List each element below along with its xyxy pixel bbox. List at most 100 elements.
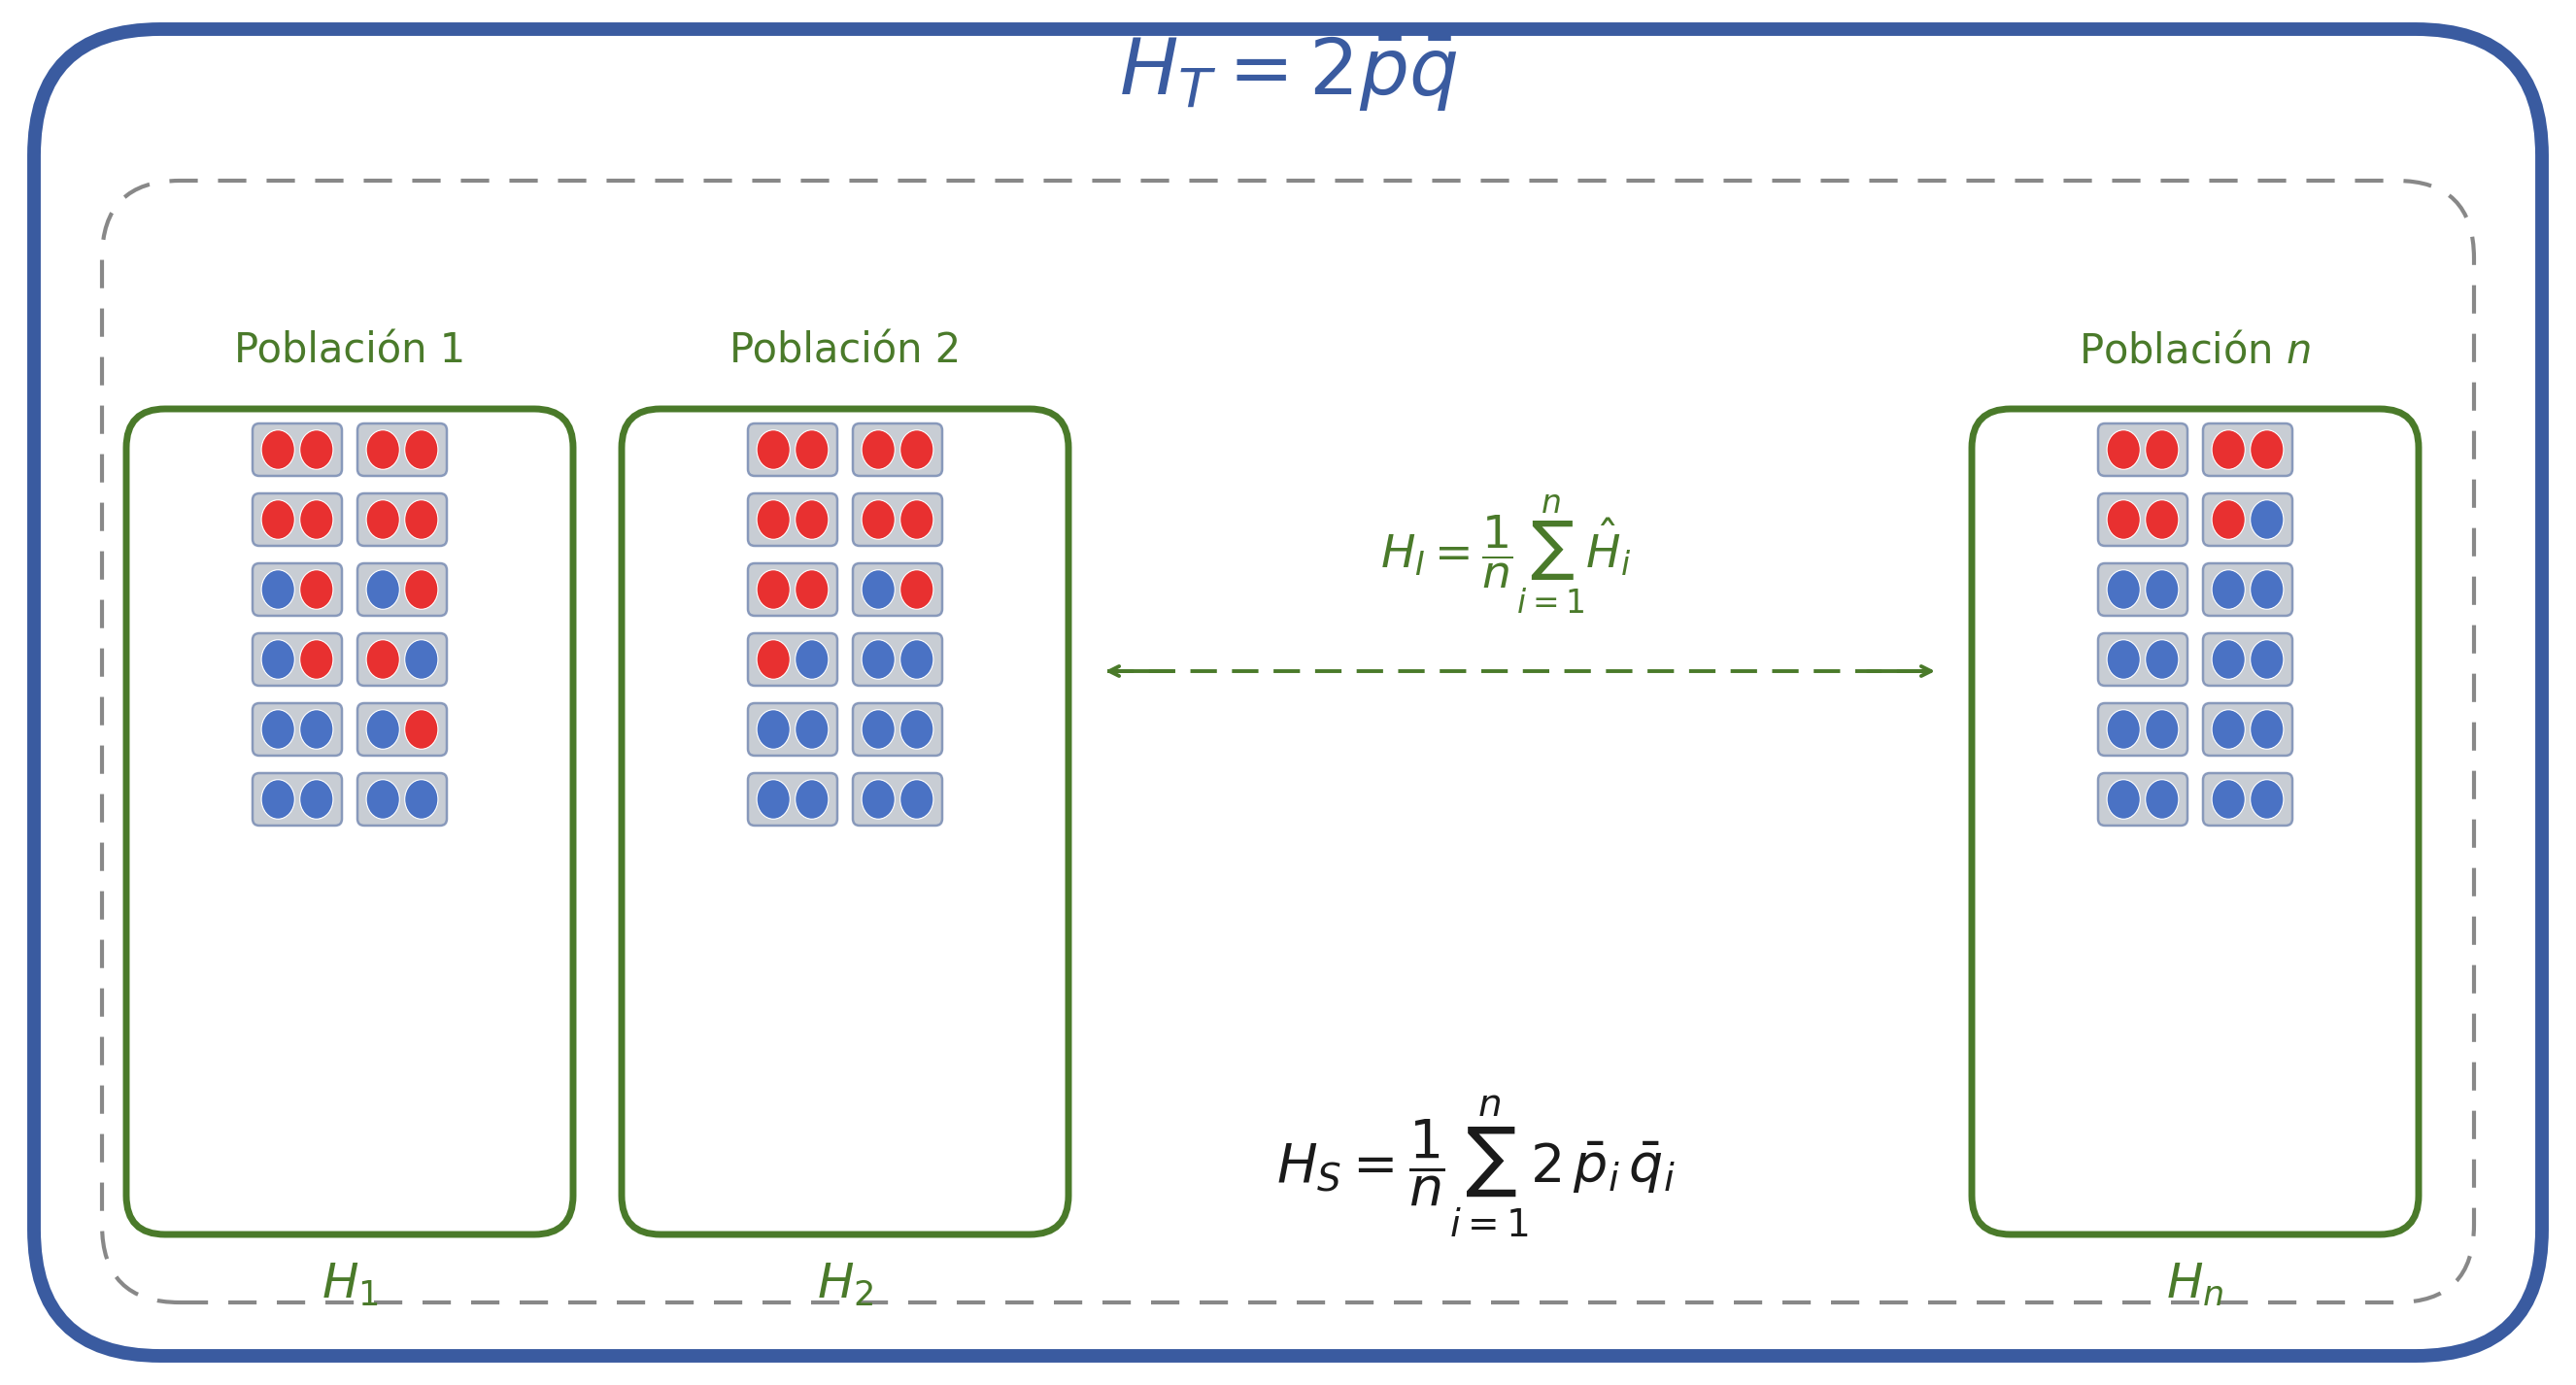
Ellipse shape xyxy=(2146,709,2179,749)
Text: $H_n$: $H_n$ xyxy=(2166,1262,2223,1309)
FancyBboxPatch shape xyxy=(2097,773,2187,825)
FancyBboxPatch shape xyxy=(252,564,343,616)
Ellipse shape xyxy=(899,709,933,749)
FancyBboxPatch shape xyxy=(747,424,837,476)
Ellipse shape xyxy=(899,780,933,819)
Ellipse shape xyxy=(863,709,894,749)
FancyBboxPatch shape xyxy=(747,633,837,686)
FancyBboxPatch shape xyxy=(1971,409,2419,1234)
Ellipse shape xyxy=(366,429,399,470)
FancyBboxPatch shape xyxy=(853,493,943,546)
FancyBboxPatch shape xyxy=(358,704,446,756)
FancyBboxPatch shape xyxy=(358,773,446,825)
Ellipse shape xyxy=(2146,429,2179,470)
FancyBboxPatch shape xyxy=(853,704,943,756)
FancyBboxPatch shape xyxy=(2097,564,2187,616)
Ellipse shape xyxy=(404,780,438,819)
Ellipse shape xyxy=(796,569,829,609)
FancyBboxPatch shape xyxy=(33,29,2543,1356)
FancyBboxPatch shape xyxy=(2097,704,2187,756)
Text: $H_S=\dfrac{1}{n}\sum_{i=1}^{n} 2\,\bar{p}_i\,\bar{q}_i$: $H_S=\dfrac{1}{n}\sum_{i=1}^{n} 2\,\bar{… xyxy=(1278,1094,1677,1238)
Ellipse shape xyxy=(2213,780,2246,819)
Ellipse shape xyxy=(863,500,894,539)
Ellipse shape xyxy=(2107,709,2141,749)
FancyBboxPatch shape xyxy=(2202,424,2293,476)
Ellipse shape xyxy=(299,500,332,539)
Ellipse shape xyxy=(863,640,894,679)
FancyBboxPatch shape xyxy=(2202,704,2293,756)
Ellipse shape xyxy=(2146,640,2179,679)
Ellipse shape xyxy=(2213,640,2246,679)
Ellipse shape xyxy=(260,500,294,539)
Ellipse shape xyxy=(796,780,829,819)
Ellipse shape xyxy=(2146,569,2179,609)
Ellipse shape xyxy=(2251,500,2282,539)
Ellipse shape xyxy=(796,500,829,539)
Ellipse shape xyxy=(863,569,894,609)
Ellipse shape xyxy=(899,640,933,679)
Ellipse shape xyxy=(2146,500,2179,539)
Ellipse shape xyxy=(260,429,294,470)
FancyBboxPatch shape xyxy=(853,564,943,616)
Ellipse shape xyxy=(260,709,294,749)
Ellipse shape xyxy=(2146,780,2179,819)
Ellipse shape xyxy=(863,780,894,819)
FancyBboxPatch shape xyxy=(252,704,343,756)
Ellipse shape xyxy=(899,429,933,470)
FancyBboxPatch shape xyxy=(252,493,343,546)
Ellipse shape xyxy=(404,640,438,679)
Ellipse shape xyxy=(899,500,933,539)
Ellipse shape xyxy=(757,429,791,470)
FancyBboxPatch shape xyxy=(2202,564,2293,616)
Ellipse shape xyxy=(260,780,294,819)
FancyBboxPatch shape xyxy=(853,773,943,825)
FancyBboxPatch shape xyxy=(747,564,837,616)
Ellipse shape xyxy=(2251,429,2282,470)
Ellipse shape xyxy=(299,709,332,749)
Ellipse shape xyxy=(260,640,294,679)
Ellipse shape xyxy=(2213,500,2246,539)
FancyBboxPatch shape xyxy=(747,493,837,546)
Ellipse shape xyxy=(404,429,438,470)
FancyBboxPatch shape xyxy=(358,493,446,546)
Ellipse shape xyxy=(796,429,829,470)
Ellipse shape xyxy=(260,569,294,609)
Text: Población 2: Población 2 xyxy=(729,331,961,373)
Ellipse shape xyxy=(2251,569,2282,609)
Text: $H_I=\dfrac{1}{n}\sum_{i=1}^{n} \hat{H}_i$: $H_I=\dfrac{1}{n}\sum_{i=1}^{n} \hat{H}_… xyxy=(1381,493,1631,616)
Ellipse shape xyxy=(2251,640,2282,679)
Ellipse shape xyxy=(2107,429,2141,470)
Ellipse shape xyxy=(757,709,791,749)
Ellipse shape xyxy=(2107,500,2141,539)
Ellipse shape xyxy=(366,500,399,539)
Text: $H_2$: $H_2$ xyxy=(817,1262,873,1309)
FancyBboxPatch shape xyxy=(747,773,837,825)
Ellipse shape xyxy=(2213,709,2246,749)
Ellipse shape xyxy=(796,709,829,749)
FancyBboxPatch shape xyxy=(358,424,446,476)
Ellipse shape xyxy=(2107,780,2141,819)
Ellipse shape xyxy=(366,640,399,679)
Ellipse shape xyxy=(366,569,399,609)
Ellipse shape xyxy=(757,640,791,679)
Ellipse shape xyxy=(757,780,791,819)
FancyBboxPatch shape xyxy=(853,633,943,686)
Ellipse shape xyxy=(2251,709,2282,749)
Ellipse shape xyxy=(757,500,791,539)
Ellipse shape xyxy=(404,569,438,609)
FancyBboxPatch shape xyxy=(2097,424,2187,476)
Ellipse shape xyxy=(899,569,933,609)
FancyBboxPatch shape xyxy=(747,704,837,756)
FancyBboxPatch shape xyxy=(2097,633,2187,686)
FancyBboxPatch shape xyxy=(2202,773,2293,825)
FancyBboxPatch shape xyxy=(126,409,572,1234)
Ellipse shape xyxy=(2107,569,2141,609)
Ellipse shape xyxy=(366,780,399,819)
Ellipse shape xyxy=(404,500,438,539)
Ellipse shape xyxy=(796,640,829,679)
FancyBboxPatch shape xyxy=(358,633,446,686)
FancyBboxPatch shape xyxy=(621,409,1069,1234)
FancyBboxPatch shape xyxy=(252,424,343,476)
FancyBboxPatch shape xyxy=(252,633,343,686)
Ellipse shape xyxy=(2251,780,2282,819)
